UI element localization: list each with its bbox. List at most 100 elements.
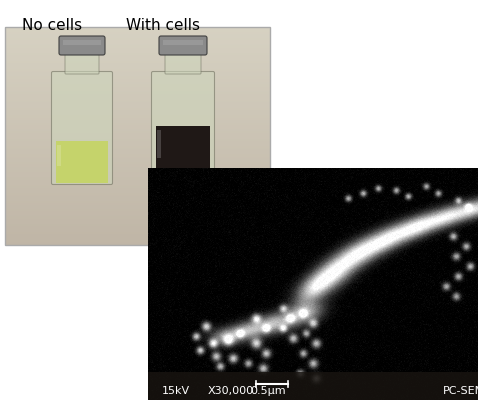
- Bar: [5, 32, 270, 33]
- Bar: [5, 175, 270, 176]
- Bar: [5, 235, 270, 236]
- Bar: [5, 112, 270, 113]
- Bar: [5, 155, 270, 156]
- Bar: [5, 150, 270, 151]
- Bar: [5, 181, 270, 182]
- Bar: [5, 158, 270, 159]
- Bar: [5, 60, 270, 61]
- Bar: [5, 113, 270, 114]
- Bar: [5, 207, 270, 208]
- Bar: [5, 87, 270, 88]
- FancyBboxPatch shape: [152, 71, 215, 185]
- Bar: [5, 227, 270, 228]
- Bar: [5, 83, 270, 84]
- Bar: [5, 210, 270, 211]
- Bar: [5, 135, 270, 136]
- FancyBboxPatch shape: [65, 52, 99, 74]
- Bar: [5, 234, 270, 235]
- Bar: [5, 117, 270, 118]
- Bar: [5, 153, 270, 154]
- Bar: [5, 37, 270, 38]
- Bar: [5, 81, 270, 82]
- Bar: [5, 172, 270, 173]
- Bar: [5, 64, 270, 65]
- Bar: [5, 128, 270, 129]
- Bar: [5, 57, 270, 58]
- Bar: [5, 180, 270, 181]
- Bar: [5, 167, 270, 168]
- Bar: [5, 197, 270, 198]
- Bar: [5, 182, 270, 183]
- Bar: [5, 152, 270, 153]
- Bar: [5, 108, 270, 109]
- Bar: [5, 54, 270, 55]
- Bar: [5, 230, 270, 231]
- Bar: [56, 141, 108, 183]
- Bar: [5, 183, 270, 184]
- Bar: [5, 148, 270, 149]
- Bar: [5, 129, 270, 130]
- Bar: [5, 106, 270, 107]
- Bar: [5, 35, 270, 36]
- Bar: [5, 28, 270, 29]
- FancyBboxPatch shape: [159, 36, 207, 55]
- Bar: [5, 244, 270, 245]
- Bar: [5, 49, 270, 50]
- Bar: [5, 199, 270, 200]
- Bar: [5, 220, 270, 221]
- Bar: [5, 126, 270, 127]
- Bar: [5, 27, 270, 245]
- Bar: [5, 82, 270, 83]
- Bar: [5, 127, 270, 128]
- Bar: [5, 100, 270, 101]
- Bar: [5, 90, 270, 91]
- Bar: [5, 184, 270, 185]
- Bar: [5, 178, 270, 179]
- Bar: [5, 212, 270, 213]
- Bar: [5, 71, 270, 72]
- Bar: [5, 115, 270, 116]
- Bar: [5, 34, 270, 35]
- Bar: [57, 145, 61, 166]
- Bar: [5, 110, 270, 111]
- Bar: [5, 52, 270, 53]
- Bar: [5, 111, 270, 112]
- Bar: [5, 186, 270, 187]
- Bar: [5, 118, 270, 119]
- Bar: [5, 216, 270, 217]
- FancyBboxPatch shape: [165, 52, 201, 74]
- Bar: [156, 126, 210, 183]
- Bar: [5, 241, 270, 242]
- FancyBboxPatch shape: [51, 71, 112, 185]
- Bar: [5, 53, 270, 54]
- Bar: [5, 58, 270, 59]
- Text: 15kV: 15kV: [162, 386, 190, 396]
- Bar: [5, 215, 270, 216]
- Bar: [5, 31, 270, 32]
- Bar: [5, 202, 270, 203]
- Bar: [5, 47, 270, 48]
- Bar: [5, 70, 270, 71]
- Bar: [5, 198, 270, 199]
- Bar: [5, 237, 270, 238]
- Bar: [63, 40, 101, 44]
- Bar: [5, 170, 270, 171]
- Bar: [5, 185, 270, 186]
- Bar: [5, 120, 270, 121]
- Bar: [5, 168, 270, 169]
- Bar: [5, 76, 270, 77]
- Bar: [5, 137, 270, 138]
- Bar: [5, 169, 270, 170]
- Bar: [5, 243, 270, 244]
- Bar: [5, 97, 270, 98]
- Bar: [163, 40, 203, 44]
- Bar: [5, 231, 270, 232]
- Text: With cells: With cells: [126, 18, 200, 33]
- Bar: [5, 157, 270, 158]
- Bar: [5, 51, 270, 52]
- Bar: [5, 191, 270, 192]
- Bar: [5, 42, 270, 43]
- Bar: [5, 192, 270, 193]
- Bar: [5, 154, 270, 155]
- Bar: [5, 59, 270, 60]
